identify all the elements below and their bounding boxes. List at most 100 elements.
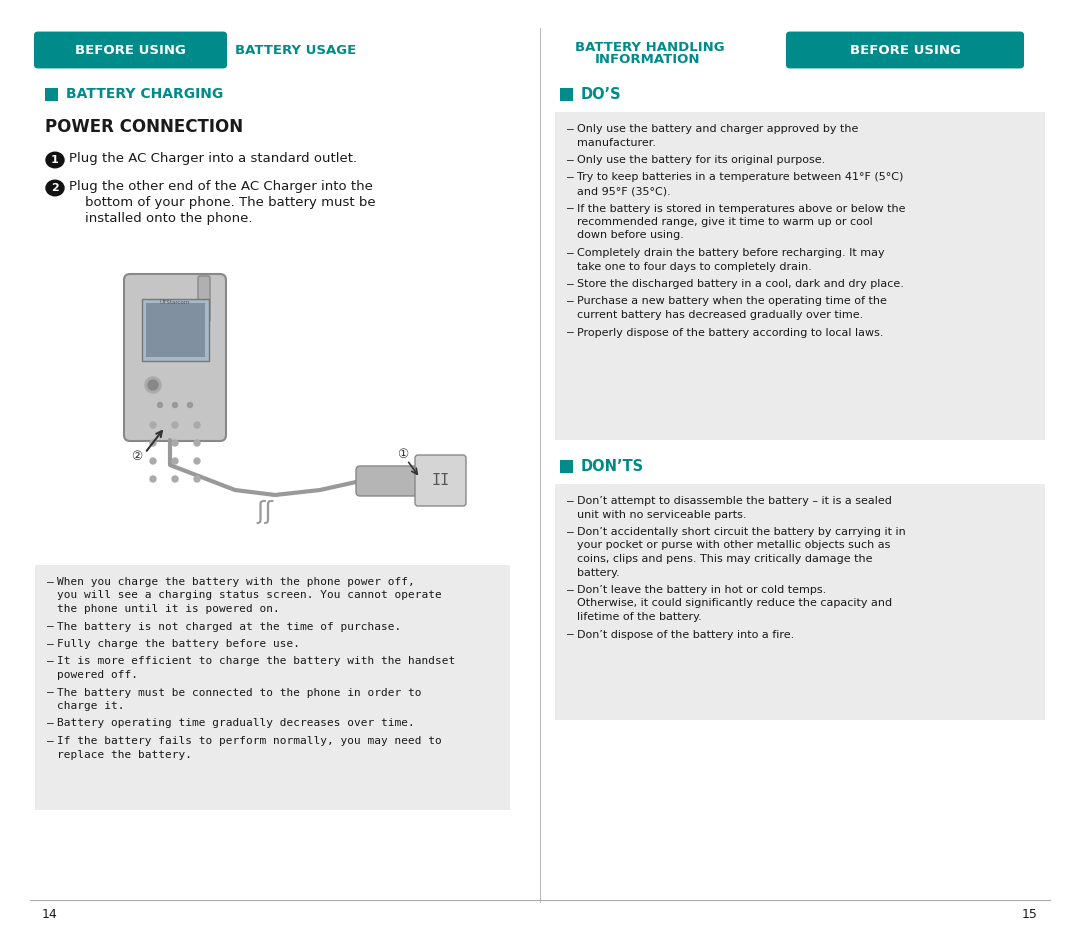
- Circle shape: [188, 403, 192, 407]
- Text: The battery must be connected to the phone in order to: The battery must be connected to the pho…: [57, 688, 421, 697]
- Text: Don’t leave the battery in hot or cold temps.: Don’t leave the battery in hot or cold t…: [577, 585, 826, 595]
- Text: –: –: [567, 585, 573, 595]
- Text: –: –: [567, 155, 573, 165]
- Text: –: –: [567, 296, 573, 307]
- Text: II: II: [431, 473, 449, 488]
- Text: replace the battery.: replace the battery.: [57, 749, 192, 760]
- Text: –: –: [48, 688, 54, 697]
- Text: recommended range, give it time to warm up or cool: recommended range, give it time to warm …: [577, 217, 873, 227]
- Text: Try to keep batteries in a temperature between 41°F (5°C): Try to keep batteries in a temperature b…: [577, 172, 903, 183]
- Text: DO’S: DO’S: [581, 87, 622, 102]
- Text: Purchase a new battery when the operating time of the: Purchase a new battery when the operatin…: [577, 296, 887, 307]
- Text: Don’t accidentally short circuit the battery by carrying it in: Don’t accidentally short circuit the bat…: [577, 527, 906, 537]
- Text: manufacturer.: manufacturer.: [577, 138, 656, 147]
- Text: DON’TS: DON’TS: [581, 459, 644, 474]
- Text: BEFORE USING: BEFORE USING: [76, 44, 186, 57]
- Text: your pocket or purse with other metallic objects such as: your pocket or purse with other metallic…: [577, 541, 890, 551]
- Text: Only use the battery and charger approved by the: Only use the battery and charger approve…: [577, 124, 859, 134]
- Text: Fully charge the battery before use.: Fully charge the battery before use.: [57, 639, 300, 649]
- Text: –: –: [567, 203, 573, 213]
- Circle shape: [145, 377, 161, 393]
- Text: 14: 14: [42, 908, 57, 921]
- Text: BATTERY CHARGING: BATTERY CHARGING: [66, 87, 224, 101]
- Text: powered off.: powered off.: [57, 670, 138, 680]
- FancyBboxPatch shape: [141, 299, 208, 361]
- Text: BATTERY HANDLING: BATTERY HANDLING: [575, 41, 725, 54]
- Text: the phone until it is powered on.: the phone until it is powered on.: [57, 604, 280, 614]
- Text: Plug the other end of the AC Charger into the: Plug the other end of the AC Charger int…: [69, 180, 373, 193]
- Circle shape: [150, 476, 156, 482]
- Text: current battery has decreased gradually over time.: current battery has decreased gradually …: [577, 310, 863, 320]
- Circle shape: [194, 440, 200, 446]
- Text: –: –: [567, 629, 573, 639]
- Text: Don’t dispose of the battery into a fire.: Don’t dispose of the battery into a fire…: [577, 629, 794, 639]
- Text: BEFORE USING: BEFORE USING: [850, 44, 960, 57]
- Text: –: –: [48, 719, 54, 729]
- Circle shape: [172, 458, 178, 464]
- FancyBboxPatch shape: [124, 274, 226, 441]
- Text: Completely drain the battery before recharging. It may: Completely drain the battery before rech…: [577, 248, 885, 258]
- Text: unit with no serviceable parts.: unit with no serviceable parts.: [577, 510, 746, 519]
- Text: you will see a charging status screen. You cannot operate: you will see a charging status screen. Y…: [57, 591, 442, 600]
- Text: lifetime of the battery.: lifetime of the battery.: [577, 612, 702, 622]
- Circle shape: [172, 476, 178, 482]
- Text: POWER CONNECTION: POWER CONNECTION: [45, 118, 243, 136]
- Text: –: –: [48, 736, 54, 746]
- Text: INFORMATION: INFORMATION: [595, 53, 701, 66]
- Text: –: –: [567, 527, 573, 537]
- Text: UTStarcom: UTStarcom: [160, 300, 190, 305]
- Circle shape: [150, 440, 156, 446]
- Text: –: –: [567, 124, 573, 134]
- Text: –: –: [48, 656, 54, 666]
- Text: When you charge the battery with the phone power off,: When you charge the battery with the pho…: [57, 577, 415, 587]
- Text: take one to four days to completely drain.: take one to four days to completely drai…: [577, 262, 812, 271]
- Text: –: –: [567, 496, 573, 506]
- Circle shape: [194, 476, 200, 482]
- Circle shape: [194, 422, 200, 428]
- Text: down before using.: down before using.: [577, 230, 684, 240]
- Text: ʃʃ: ʃʃ: [257, 500, 273, 524]
- Circle shape: [148, 380, 158, 390]
- Text: Don’t attempt to disassemble the battery – it is a sealed: Don’t attempt to disassemble the battery…: [577, 496, 892, 506]
- Text: Battery operating time gradually decreases over time.: Battery operating time gradually decreas…: [57, 719, 415, 729]
- Text: If the battery is stored in temperatures above or below the: If the battery is stored in temperatures…: [577, 203, 905, 213]
- FancyBboxPatch shape: [146, 303, 204, 357]
- Circle shape: [150, 458, 156, 464]
- FancyBboxPatch shape: [356, 466, 419, 496]
- Text: charge it.: charge it.: [57, 701, 124, 711]
- Text: –: –: [567, 172, 573, 183]
- FancyBboxPatch shape: [415, 455, 465, 506]
- Text: Store the discharged battery in a cool, dark and dry place.: Store the discharged battery in a cool, …: [577, 279, 904, 289]
- Circle shape: [173, 403, 177, 407]
- Text: –: –: [567, 327, 573, 337]
- Text: installed onto the phone.: installed onto the phone.: [85, 212, 253, 225]
- Text: ①: ①: [397, 448, 408, 461]
- Text: It is more efficient to charge the battery with the handset: It is more efficient to charge the batte…: [57, 656, 456, 666]
- Text: and 95°F (35°C).: and 95°F (35°C).: [577, 186, 671, 196]
- Text: –: –: [567, 279, 573, 289]
- Text: –: –: [48, 622, 54, 632]
- Text: Plug the AC Charger into a standard outlet.: Plug the AC Charger into a standard outl…: [69, 152, 357, 165]
- Text: BATTERY USAGE: BATTERY USAGE: [235, 44, 356, 57]
- Text: Only use the battery for its original purpose.: Only use the battery for its original pu…: [577, 155, 825, 165]
- Text: battery.: battery.: [577, 568, 620, 578]
- Text: 15: 15: [1022, 908, 1038, 921]
- Text: 1: 1: [51, 155, 59, 165]
- Text: –: –: [567, 248, 573, 258]
- Text: If the battery fails to perform normally, you may need to: If the battery fails to perform normally…: [57, 736, 442, 746]
- FancyBboxPatch shape: [198, 276, 210, 322]
- Text: ②: ②: [132, 450, 143, 463]
- Text: Properly dispose of the battery according to local laws.: Properly dispose of the battery accordin…: [577, 327, 883, 337]
- Text: bottom of your phone. The battery must be: bottom of your phone. The battery must b…: [85, 196, 376, 209]
- Text: The battery is not charged at the time of purchase.: The battery is not charged at the time o…: [57, 622, 402, 632]
- Circle shape: [172, 440, 178, 446]
- Circle shape: [172, 422, 178, 428]
- Circle shape: [194, 458, 200, 464]
- Text: Otherwise, it could significantly reduce the capacity and: Otherwise, it could significantly reduce…: [577, 598, 892, 609]
- Text: –: –: [48, 577, 54, 587]
- Text: coins, clips and pens. This may critically damage the: coins, clips and pens. This may critical…: [577, 554, 873, 564]
- Text: –: –: [48, 639, 54, 649]
- Text: 2: 2: [51, 183, 59, 193]
- Circle shape: [158, 403, 162, 407]
- Circle shape: [150, 422, 156, 428]
